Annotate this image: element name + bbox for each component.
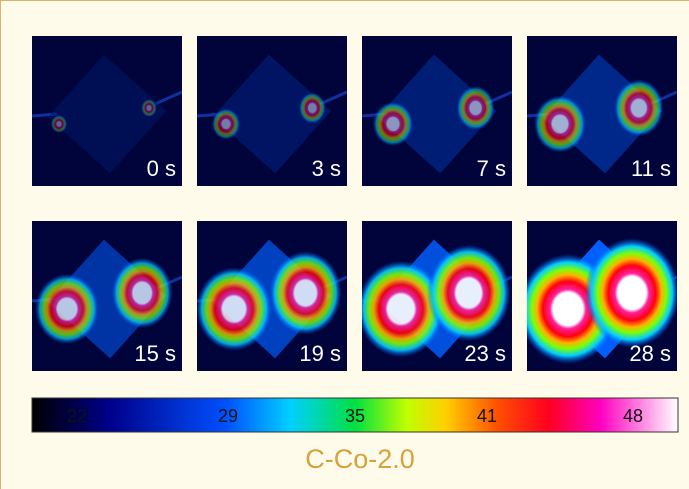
hot-spot	[427, 245, 511, 342]
hot-spot	[614, 79, 663, 136]
frame-label: 28 s	[629, 341, 671, 366]
hot-spot	[112, 258, 173, 328]
colorbar-label: 35	[345, 406, 365, 426]
frame-label: 7 s	[477, 156, 506, 181]
hot-spot	[585, 238, 680, 348]
colorbar-label: 41	[477, 406, 497, 426]
frame-label: 23 s	[464, 341, 506, 366]
hot-spot	[269, 251, 341, 335]
colorbar-label: 22	[67, 406, 87, 426]
hot-spot	[35, 274, 99, 344]
figure: C-Co-2.0 0 s 3 s 7 s 11 s 15 s 19 s 23 s 28 s 22…	[0, 0, 689, 489]
frame-label: 11 s	[631, 156, 671, 181]
colorbar-label: 29	[218, 406, 238, 426]
hot-spot	[299, 93, 326, 124]
hot-spot	[51, 115, 67, 133]
frame-label: 0 s	[147, 156, 176, 181]
caption: C-Co-2.0	[305, 444, 415, 474]
hot-spot	[534, 95, 586, 152]
frame-label: 19 s	[299, 341, 341, 366]
hot-spot	[196, 267, 272, 351]
frame-label: 3 s	[312, 156, 341, 181]
colorbar-label: 48	[623, 406, 643, 426]
hot-spot	[212, 109, 240, 140]
hot-spot	[373, 102, 413, 146]
hot-spot	[457, 86, 495, 130]
hot-spot	[141, 99, 156, 117]
frame-label: 15 s	[134, 341, 176, 366]
